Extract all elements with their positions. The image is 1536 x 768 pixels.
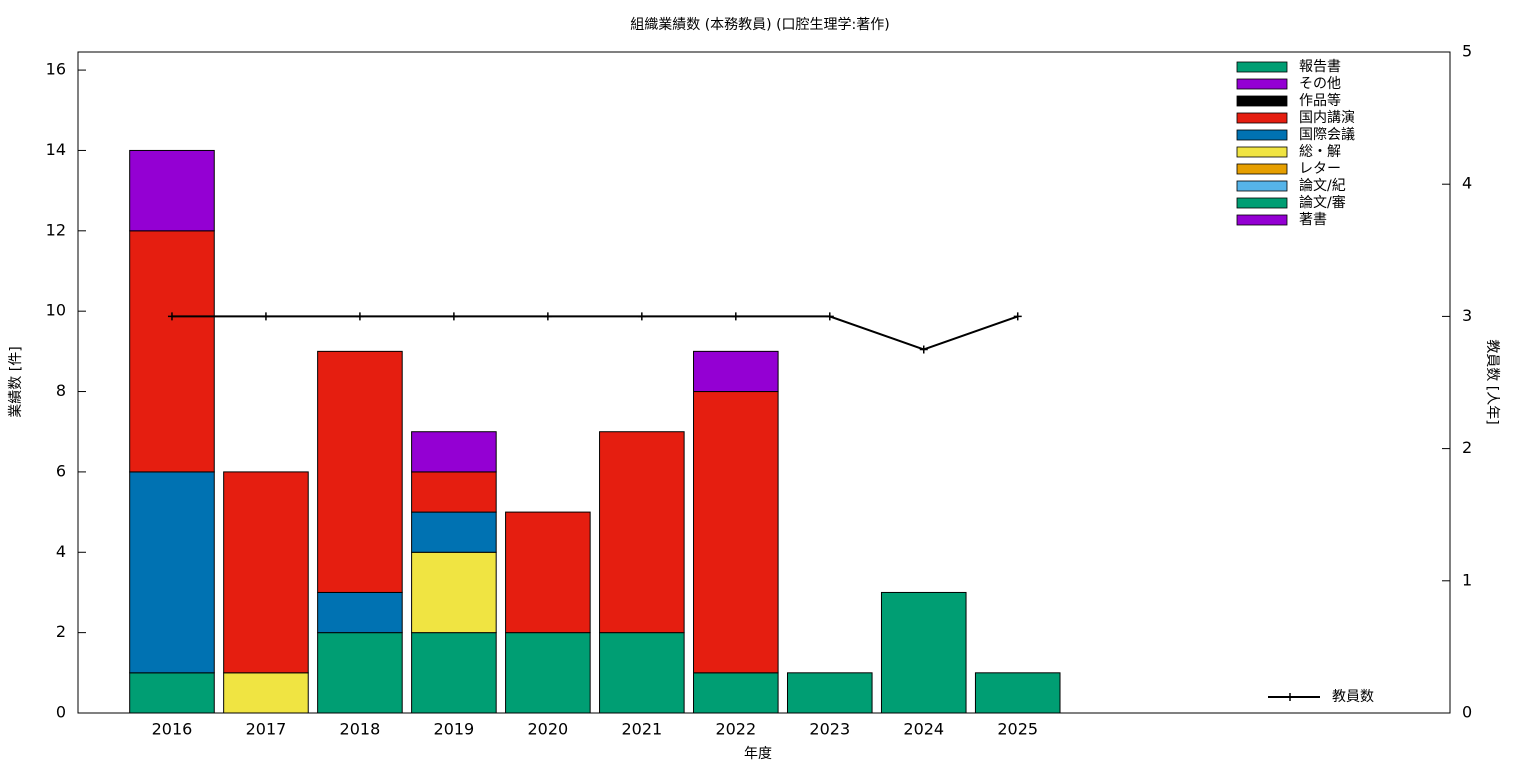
bar-segment [693,350,779,393]
x-tick-label: 2018 [340,720,381,739]
line-point [167,312,176,321]
legend-swatch [1236,180,1288,192]
line-point [449,312,458,321]
legend-label: 国際会議 [1299,126,1355,143]
y2-tick-label: 1 [1462,570,1472,589]
bar-segment [411,471,497,513]
bar-segment [411,511,497,553]
y2-tick-label: 3 [1462,306,1472,325]
y2-axis-label: 教員数 [人年] [1484,339,1500,424]
bar-segment [317,632,403,714]
legend-label: 著書 [1299,212,1327,228]
legend-swatch [1236,95,1288,107]
line-point [731,312,740,321]
bar-segment [129,672,215,714]
x-tick-label: 2016 [152,720,193,739]
chart-title: 組織業績数 (本務教員) (口腔生理学:著作) [630,17,889,33]
bar-segment [317,591,403,634]
legend-swatch [1236,197,1288,209]
y-tick-label: 6 [56,461,66,480]
x-tick-label: 2019 [434,720,475,739]
bar-segment [223,471,309,674]
x-tick-label: 2020 [528,720,569,739]
y-tick-label: 2 [56,622,66,641]
legend-label: 報告書 [1299,59,1341,75]
y-tick-label: 14 [46,140,66,159]
legend-label: 総・解 [1299,144,1341,160]
bar-segment [693,672,779,714]
y-axis-label: 業績数 [件] [8,346,24,417]
y-tick-label: 10 [46,301,66,320]
legend-swatch [1236,146,1288,158]
bar-segment [411,551,497,634]
line-point [919,345,928,354]
bar-segment [693,391,779,674]
bar-segment [129,230,215,473]
x-tick-label: 2023 [809,720,850,739]
y2-tick-label: 4 [1462,174,1472,193]
y2-tick-label: 0 [1462,703,1472,722]
legend-label: 国内講演 [1299,110,1355,126]
bar-segment [129,471,215,674]
x-axis-label: 年度 [744,746,772,762]
bar-segment [411,632,497,714]
x-tick-label: 2024 [903,720,944,739]
line-point [1013,312,1022,321]
legend-label: レター [1299,161,1341,177]
bar-segment [786,672,873,714]
line-point [637,312,646,321]
legend-swatch [1236,112,1288,124]
x-tick-label: 2017 [246,720,287,739]
x-tick-label: 2021 [621,720,662,739]
y-tick-label: 16 [46,60,66,79]
line-point [543,312,552,321]
bar-segment [505,511,591,634]
x-tick-label: 2025 [997,720,1038,739]
bar-segment [411,431,497,473]
x-tick-label: 2022 [715,720,756,739]
legend-label: 論文/紀 [1299,178,1346,194]
line-point [355,312,364,321]
bar-segment [974,672,1061,714]
legend-swatch [1236,129,1288,141]
bar-segment [317,350,403,593]
line-point [261,312,270,321]
bar-segment [599,632,685,714]
legend-label: その他 [1299,76,1341,92]
legend-swatch [1236,163,1288,175]
line-point [825,312,834,321]
legend-label: 論文/審 [1299,195,1346,211]
bar-segment [880,591,967,714]
y2-tick-label: 2 [1462,438,1472,457]
bar-segment [599,431,685,634]
y-tick-label: 0 [56,703,66,722]
line-series [171,315,1019,351]
y-tick-label: 12 [46,220,66,239]
legend-swatch [1236,61,1288,73]
legend-label: 作品等 [1299,92,1341,109]
legend-swatch [1236,214,1288,226]
y-tick-label: 8 [56,381,66,400]
bar-segment [505,632,591,714]
bar-segment [223,672,309,714]
legend-swatch [1236,78,1288,90]
bar-segment [129,149,215,232]
y-tick-label: 4 [56,542,66,561]
legend-label: 教員数 [1332,689,1374,705]
y2-tick-label: 5 [1462,42,1472,61]
